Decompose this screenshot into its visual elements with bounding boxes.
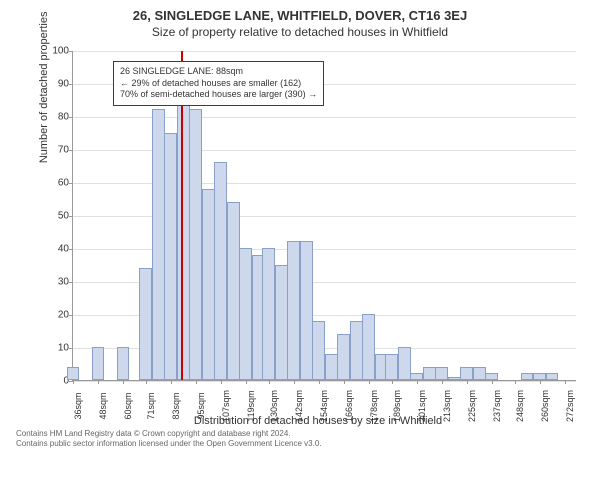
x-tick-mark <box>565 380 566 384</box>
histogram-bar <box>410 373 423 380</box>
x-tick-mark <box>221 380 222 384</box>
callout-line-1: 26 SINGLEDGE LANE: 88sqm <box>120 66 317 78</box>
x-tick-mark <box>269 380 270 384</box>
x-tick-mark <box>319 380 320 384</box>
histogram-bar <box>177 100 190 381</box>
x-tick-mark <box>73 380 74 384</box>
histogram-bar <box>546 373 559 380</box>
grid-line <box>73 249 576 250</box>
y-tick-label: 40 <box>45 244 69 255</box>
y-tick-mark <box>69 117 73 118</box>
histogram-bar <box>362 314 375 380</box>
x-tick-mark <box>467 380 468 384</box>
histogram-bar <box>117 347 130 380</box>
x-tick-mark <box>442 380 443 384</box>
grid-line <box>73 216 576 217</box>
x-tick-mark <box>196 380 197 384</box>
y-tick-mark <box>69 84 73 85</box>
histogram-bar <box>202 189 215 380</box>
x-axis-label: Distribution of detached houses by size … <box>48 415 588 427</box>
histogram-bar <box>227 202 240 380</box>
histogram-bar <box>239 248 252 380</box>
histogram-bar <box>423 367 436 380</box>
grid-line <box>73 150 576 151</box>
y-tick-mark <box>69 150 73 151</box>
footer-line-1: Contains HM Land Registry data © Crown c… <box>16 429 584 439</box>
x-tick-mark <box>98 380 99 384</box>
y-tick-label: 70 <box>45 145 69 156</box>
histogram-bar <box>521 373 534 380</box>
chart-area: Number of detached properties 0102030405… <box>48 43 588 423</box>
histogram-bar <box>189 109 202 380</box>
histogram-bar <box>435 367 448 380</box>
y-tick-mark <box>69 348 73 349</box>
callout-box: 26 SINGLEDGE LANE: 88sqm← 29% of detache… <box>113 61 324 106</box>
x-tick-mark <box>392 380 393 384</box>
histogram-bar <box>325 354 338 380</box>
y-tick-label: 0 <box>45 376 69 387</box>
histogram-bar <box>533 373 546 380</box>
histogram-bar <box>139 268 152 380</box>
x-tick-mark <box>171 380 172 384</box>
chart-container: 26, SINGLEDGE LANE, WHITFIELD, DOVER, CT… <box>0 0 600 500</box>
x-tick-mark <box>294 380 295 384</box>
y-tick-mark <box>69 183 73 184</box>
histogram-bar <box>350 321 363 380</box>
histogram-bar <box>485 373 498 380</box>
y-tick-label: 30 <box>45 277 69 288</box>
y-tick-label: 90 <box>45 79 69 90</box>
grid-line <box>73 183 576 184</box>
footer-attribution: Contains HM Land Registry data © Crown c… <box>16 429 584 450</box>
histogram-bar <box>300 241 313 380</box>
y-tick-label: 10 <box>45 343 69 354</box>
y-tick-mark <box>69 51 73 52</box>
histogram-bar <box>262 248 275 380</box>
histogram-bar <box>448 377 461 380</box>
x-tick-mark <box>123 380 124 384</box>
x-tick-mark <box>540 380 541 384</box>
x-tick-mark <box>492 380 493 384</box>
histogram-bar <box>92 347 105 380</box>
histogram-bar <box>398 347 411 380</box>
y-tick-mark <box>69 315 73 316</box>
histogram-bar <box>214 162 227 380</box>
grid-line <box>73 51 576 52</box>
histogram-bar <box>152 109 165 380</box>
plot-region: 010203040506070809010036sqm48sqm60sqm71s… <box>72 51 576 381</box>
y-tick-mark <box>69 249 73 250</box>
histogram-bar <box>312 321 325 380</box>
footer-line-2: Contains public sector information licen… <box>16 439 584 449</box>
histogram-bar <box>337 334 350 380</box>
histogram-bar <box>164 133 177 381</box>
y-tick-label: 60 <box>45 178 69 189</box>
histogram-bar <box>287 241 300 380</box>
x-tick-mark <box>515 380 516 384</box>
y-tick-mark <box>69 282 73 283</box>
y-tick-label: 80 <box>45 112 69 123</box>
y-tick-label: 50 <box>45 211 69 222</box>
y-tick-mark <box>69 216 73 217</box>
histogram-bar <box>275 265 288 381</box>
page-subtitle: Size of property relative to detached ho… <box>16 25 584 39</box>
callout-line-2: ← 29% of detached houses are smaller (16… <box>120 78 317 90</box>
callout-line-3: 70% of semi-detached houses are larger (… <box>120 89 317 101</box>
x-tick-mark <box>146 380 147 384</box>
y-tick-label: 100 <box>45 46 69 57</box>
histogram-bar <box>460 367 473 380</box>
x-tick-mark <box>417 380 418 384</box>
histogram-bar <box>67 367 80 380</box>
x-tick-mark <box>246 380 247 384</box>
grid-line <box>73 117 576 118</box>
histogram-bar <box>473 367 486 380</box>
histogram-bar <box>385 354 398 380</box>
x-tick-mark <box>369 380 370 384</box>
page-title: 26, SINGLEDGE LANE, WHITFIELD, DOVER, CT… <box>16 8 584 23</box>
grid-line <box>73 381 576 382</box>
x-tick-mark <box>344 380 345 384</box>
y-tick-label: 20 <box>45 310 69 321</box>
